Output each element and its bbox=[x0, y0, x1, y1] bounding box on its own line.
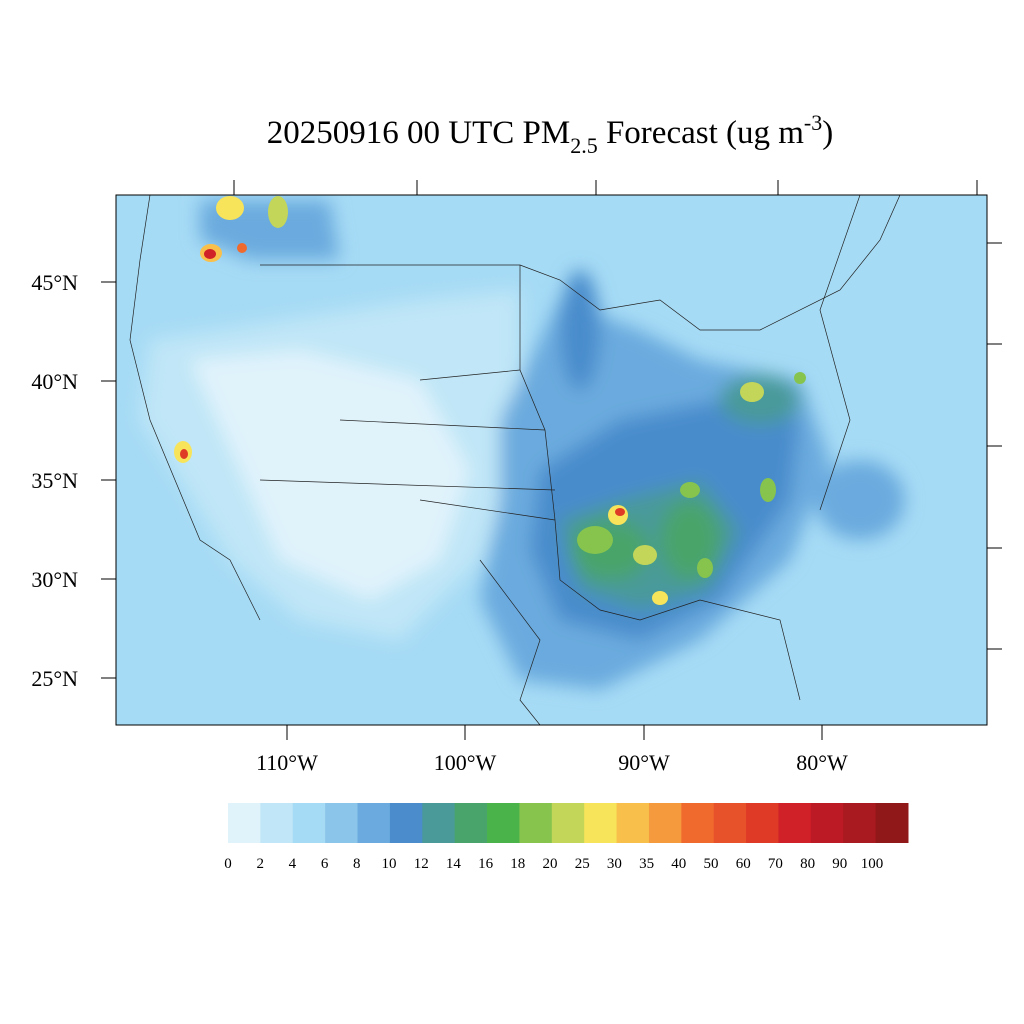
colorbar-swatch bbox=[875, 803, 909, 843]
colorbar-swatch bbox=[228, 803, 261, 843]
colorbar-label: 16 bbox=[478, 856, 494, 872]
lat-label: 40°N bbox=[31, 369, 78, 394]
colorbar-swatch bbox=[357, 803, 391, 843]
colorbar-label: 6 bbox=[321, 856, 329, 872]
colorbar-label: 40 bbox=[671, 856, 686, 872]
colorbar-label: 2 bbox=[256, 856, 264, 872]
title-text: 20250916 00 UTC PM bbox=[267, 115, 570, 151]
colorbar-label: 70 bbox=[768, 856, 783, 872]
colorbar-label: 18 bbox=[510, 856, 525, 872]
title-subscript: 2.5 bbox=[570, 133, 598, 158]
title-superscript: -3 bbox=[804, 110, 822, 135]
colorbar-label: 8 bbox=[353, 856, 361, 872]
colorbar-swatch bbox=[584, 803, 618, 843]
colorbar-swatch bbox=[616, 803, 650, 843]
colorbar-label: 90 bbox=[832, 856, 847, 872]
colorbar-swatch bbox=[454, 803, 488, 843]
concentration-field bbox=[116, 195, 987, 725]
lat-label: 30°N bbox=[31, 567, 78, 592]
colorbar-swatch bbox=[519, 803, 553, 843]
colorbar-swatch bbox=[487, 803, 520, 843]
frame-ticks bbox=[233, 180, 1002, 650]
colorbar-swatch bbox=[681, 803, 715, 843]
colorbar-label: 60 bbox=[736, 856, 751, 872]
colorbar-swatch bbox=[325, 803, 359, 843]
lat-label: 45°N bbox=[31, 270, 78, 295]
colorbar-swatch bbox=[422, 803, 456, 843]
colorbar-swatch bbox=[778, 803, 812, 843]
colorbar-label: 20 bbox=[543, 856, 558, 872]
lon-label: 90°W bbox=[618, 750, 670, 775]
colorbar-label: 4 bbox=[289, 856, 297, 872]
lon-label: 80°W bbox=[796, 750, 848, 775]
colorbar-label: 0 bbox=[224, 856, 232, 872]
colorbar-swatch bbox=[260, 803, 294, 843]
lon-label: 100°W bbox=[434, 750, 497, 775]
colorbar-label: 35 bbox=[639, 856, 654, 872]
colorbar-swatch bbox=[551, 803, 585, 843]
colorbar-label: 10 bbox=[382, 856, 397, 872]
lon-label: 110°W bbox=[256, 750, 318, 775]
colorbar-swatch bbox=[389, 803, 423, 843]
map-title: 20250916 00 UTC PM2.5 Forecast (ug m-3) bbox=[267, 110, 833, 158]
colorbar-label: 100 bbox=[861, 856, 884, 872]
colorbar-swatch bbox=[746, 803, 779, 843]
lat-label: 25°N bbox=[31, 666, 78, 691]
colorbar-swatch bbox=[713, 803, 747, 843]
colorbar-swatch bbox=[648, 803, 682, 843]
map-frame bbox=[115, 194, 988, 726]
colorbar-label: 14 bbox=[446, 856, 462, 872]
colorbar-swatch bbox=[292, 803, 326, 843]
colorbar-label: 80 bbox=[800, 856, 815, 872]
colorbar-swatch bbox=[843, 803, 877, 843]
colorbar-swatch bbox=[810, 803, 844, 843]
colorbar-label: 30 bbox=[607, 856, 622, 872]
colorbar-label: 12 bbox=[414, 856, 429, 872]
lat-label: 35°N bbox=[31, 468, 78, 493]
title-text: Forecast (ug m bbox=[598, 115, 805, 151]
colorbar-label: 25 bbox=[575, 856, 590, 872]
colorbar-label: 50 bbox=[704, 856, 719, 872]
title-text: ) bbox=[822, 115, 833, 151]
